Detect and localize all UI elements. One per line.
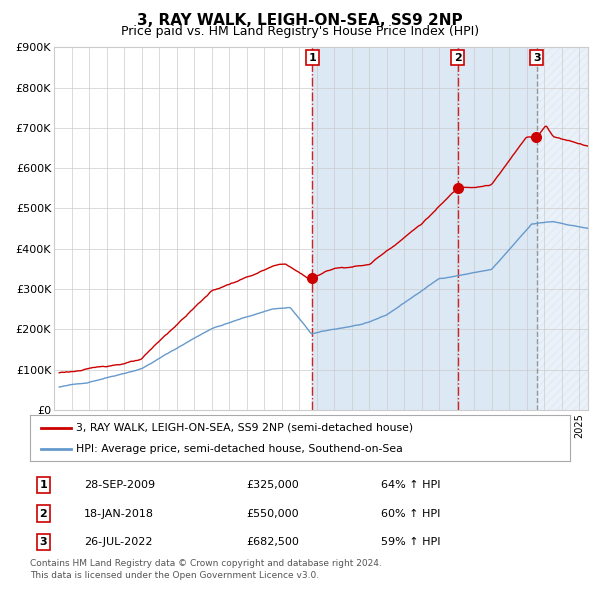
Text: 3, RAY WALK, LEIGH-ON-SEA, SS9 2NP: 3, RAY WALK, LEIGH-ON-SEA, SS9 2NP	[137, 13, 463, 28]
Text: 26-JUL-2022: 26-JUL-2022	[84, 537, 152, 548]
Text: 28-SEP-2009: 28-SEP-2009	[84, 480, 155, 490]
Text: 2: 2	[40, 509, 47, 519]
Text: 18-JAN-2018: 18-JAN-2018	[84, 509, 154, 519]
Text: £682,500: £682,500	[246, 537, 299, 548]
Bar	[537, 47, 588, 410]
Text: 3: 3	[40, 537, 47, 548]
Text: 60% ↑ HPI: 60% ↑ HPI	[381, 509, 440, 519]
Text: 3: 3	[533, 53, 541, 63]
Text: £325,000: £325,000	[246, 480, 299, 490]
Text: Contains HM Land Registry data © Crown copyright and database right 2024.: Contains HM Land Registry data © Crown c…	[30, 559, 382, 568]
Text: 3, RAY WALK, LEIGH-ON-SEA, SS9 2NP (semi-detached house): 3, RAY WALK, LEIGH-ON-SEA, SS9 2NP (semi…	[76, 423, 413, 433]
Text: 59% ↑ HPI: 59% ↑ HPI	[381, 537, 440, 548]
Text: 1: 1	[308, 53, 316, 63]
Text: This data is licensed under the Open Government Licence v3.0.: This data is licensed under the Open Gov…	[30, 571, 319, 580]
Text: HPI: Average price, semi-detached house, Southend-on-Sea: HPI: Average price, semi-detached house,…	[76, 444, 403, 454]
Text: 64% ↑ HPI: 64% ↑ HPI	[381, 480, 440, 490]
Text: 2: 2	[454, 53, 461, 63]
Text: £550,000: £550,000	[246, 509, 299, 519]
Text: Price paid vs. HM Land Registry's House Price Index (HPI): Price paid vs. HM Land Registry's House …	[121, 25, 479, 38]
Bar	[312, 47, 537, 410]
Text: 1: 1	[40, 480, 47, 490]
